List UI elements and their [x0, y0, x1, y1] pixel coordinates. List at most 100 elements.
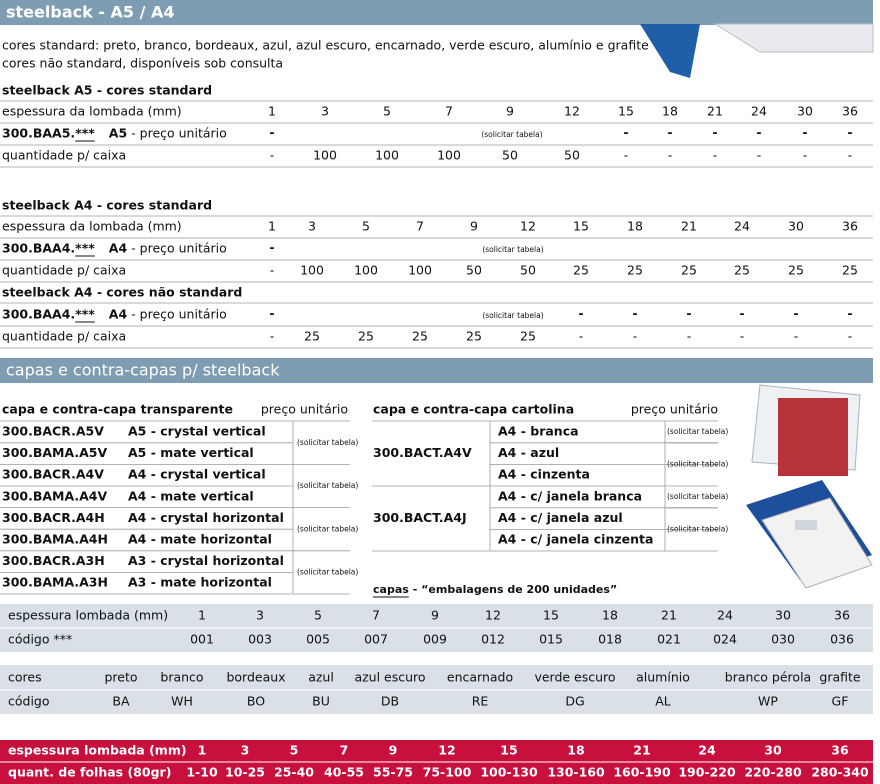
cell: 15 — [573, 219, 589, 234]
footnote-label: capas — [373, 583, 409, 596]
cell: 36 — [842, 104, 858, 119]
cell: 3 — [241, 743, 250, 758]
cell: - — [848, 148, 853, 163]
cell: 7 — [372, 608, 380, 623]
product-desc: A4 - azul — [498, 445, 559, 460]
table-title: capa e contra-capa transparente — [2, 402, 233, 417]
cell: 18 — [662, 104, 678, 119]
cell: - — [269, 125, 274, 140]
product-code: 300.BACT.A4V — [373, 445, 472, 460]
note: (solicitar tabela) — [297, 568, 358, 577]
footnote-text: - “embalagens de 200 unidades” — [413, 583, 617, 596]
intro-line: cores não standard, disponíveis sob cons… — [2, 56, 283, 71]
cell: - — [802, 125, 807, 140]
cell: 18 — [567, 743, 584, 758]
product-variant: *** — [75, 307, 95, 322]
product-desc: A4 - crystal horizontal — [128, 510, 284, 525]
cell: 1 — [268, 219, 276, 234]
cell: - — [847, 306, 852, 321]
product-variant: *** — [75, 241, 95, 256]
cell: 30 — [788, 219, 804, 234]
cell: 005 — [306, 632, 330, 647]
cell: - — [632, 306, 637, 321]
cell: 3 — [256, 608, 264, 623]
cell: - — [579, 329, 584, 344]
cell: 3 — [321, 104, 329, 119]
product-code: 300.BAMA.A4V — [2, 488, 108, 503]
cell: verde escuro — [534, 670, 615, 685]
cell: - — [269, 240, 274, 255]
section-title: steelback A5 - cores standard — [2, 83, 212, 98]
product-desc: A4 - mate vertical — [128, 488, 254, 503]
cell: 7 — [416, 219, 424, 234]
row-label: espessura da lombada (mm) — [2, 104, 182, 119]
cell: DG — [565, 694, 584, 709]
product-variant: *** — [75, 126, 95, 141]
cell: - — [686, 306, 691, 321]
table-header: preço unitário — [261, 402, 348, 417]
cell: 012 — [481, 632, 505, 647]
cell: 100 — [313, 148, 337, 163]
cell: 1-10 — [186, 765, 218, 780]
product-desc: A4 - branca — [498, 424, 579, 439]
cell: GF — [832, 694, 849, 709]
cell: 100 — [300, 263, 324, 278]
cell: - — [633, 329, 638, 344]
note: (solicitar tabela) — [482, 245, 543, 254]
cell: azul — [308, 670, 334, 685]
product-code: 300.BAA4. — [2, 241, 75, 256]
cell: 10-25 — [225, 765, 265, 780]
cell: 21 — [661, 608, 677, 623]
cell: - — [623, 125, 628, 140]
cell: 12 — [438, 743, 455, 758]
product-code: 300.BACR.A4V — [2, 467, 104, 482]
cell: - — [740, 329, 745, 344]
note: (solicitar tabela) — [667, 427, 728, 436]
product-code: 300.BACR.A3H — [2, 553, 105, 568]
cell: 100 — [375, 148, 399, 163]
header-title: steelback - A5 / A4 — [6, 3, 175, 22]
cell: 024 — [713, 632, 737, 647]
product-desc: A5 - mate vertical — [128, 445, 254, 460]
cell: 40-55 — [324, 765, 364, 780]
note: (solicitar tabela) — [297, 438, 358, 447]
cell: - — [687, 329, 692, 344]
cell: BO — [247, 694, 265, 709]
row-label: espessura lombada (mm) — [8, 743, 187, 758]
cell: 001 — [190, 632, 214, 647]
cell: 21 — [707, 104, 723, 119]
cell: 009 — [423, 632, 447, 647]
cover — [761, 497, 873, 589]
row-label: código *** — [8, 632, 72, 647]
product-desc: - preço unitário — [131, 307, 227, 322]
cell: 25 — [734, 263, 750, 278]
product-code: 300.BACR.A5V — [2, 424, 104, 439]
window — [795, 520, 817, 530]
cell: - — [712, 125, 717, 140]
cell: 50 — [564, 148, 580, 163]
section-bar — [0, 358, 873, 383]
cell: encarnado — [447, 670, 513, 685]
cell: 9 — [506, 104, 514, 119]
cell: - — [668, 148, 673, 163]
cell: 25 — [573, 263, 589, 278]
cell: RE — [472, 694, 489, 709]
product-desc: - preço unitário — [131, 241, 227, 256]
cell: 1 — [198, 743, 207, 758]
note: (solicitar tabela) — [482, 311, 543, 320]
cell: 015 — [539, 632, 563, 647]
cell: - — [757, 148, 762, 163]
product-code: 300.BACR.A4H — [2, 510, 105, 525]
product-code: 300.BAMA.A3H — [2, 575, 108, 590]
row-label: quantidade p/ caixa — [2, 263, 126, 278]
photo — [778, 398, 848, 476]
binder-image — [640, 23, 874, 78]
cell: - — [847, 125, 852, 140]
cell: - — [667, 125, 672, 140]
cell: 25-40 — [274, 765, 314, 780]
cell: 25 — [788, 263, 804, 278]
cell: 15 — [500, 743, 517, 758]
row-label: quantidade p/ caixa — [2, 148, 126, 163]
cell: 5 — [383, 104, 391, 119]
cell: 100-130 — [480, 765, 538, 780]
